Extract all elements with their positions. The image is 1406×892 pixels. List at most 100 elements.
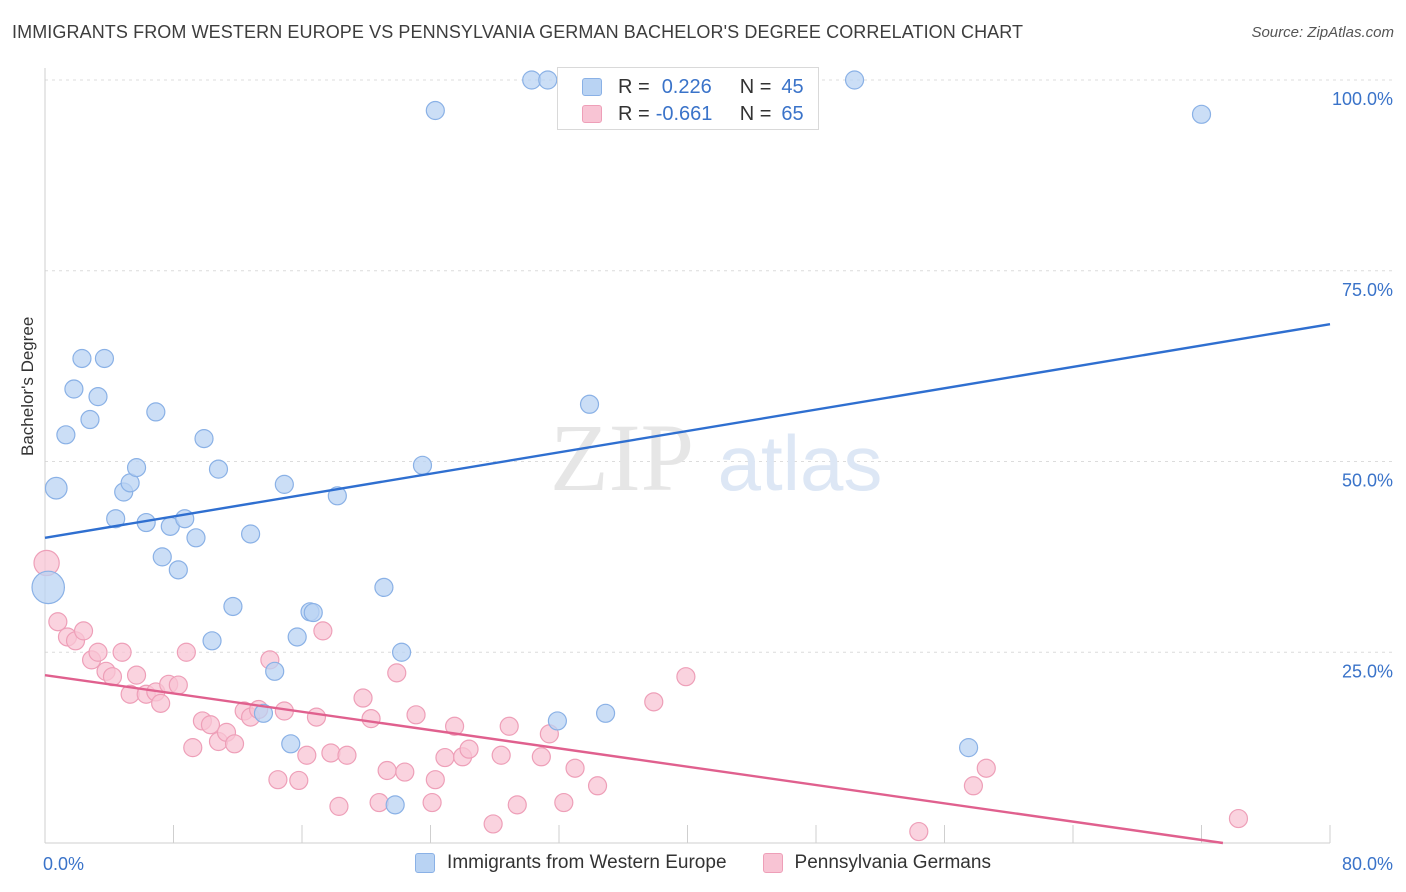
source-credit: Source: ZipAtlas.com bbox=[1251, 24, 1394, 41]
legend-row-blue: R = 0.226 N = 45 bbox=[582, 73, 804, 101]
blue-data-point bbox=[522, 70, 542, 90]
y-tick-label: 100.0% bbox=[1332, 89, 1393, 109]
r-value: -0.661 bbox=[655, 102, 713, 125]
n-value: 65 bbox=[781, 102, 804, 125]
pink-data-point bbox=[676, 667, 696, 687]
blue-data-point bbox=[374, 577, 394, 597]
pink-data-point bbox=[112, 642, 132, 662]
pink-data-point bbox=[337, 745, 357, 765]
pink-data-point bbox=[531, 747, 551, 767]
pink-data-point bbox=[306, 707, 327, 727]
pink-data-point bbox=[587, 776, 608, 796]
blue-trend-line bbox=[44, 322, 1331, 539]
tick-labels: 25.0% 50.0% 75.0% 100.0% 0.0% 80.0% bbox=[43, 89, 1393, 874]
pink-data-point bbox=[361, 709, 381, 729]
blue-data-point bbox=[1191, 104, 1212, 124]
blue-data-point bbox=[31, 570, 66, 605]
pink-data-point bbox=[73, 621, 94, 641]
n-label: N = bbox=[739, 75, 772, 98]
pink-data-point bbox=[406, 705, 426, 725]
pink-data-point bbox=[176, 642, 196, 662]
pink-data-point bbox=[909, 821, 929, 842]
pink-data-point bbox=[377, 760, 397, 781]
blue-data-point bbox=[106, 509, 126, 529]
pink-data-point bbox=[395, 762, 415, 782]
legend-swatch-blue bbox=[582, 78, 602, 96]
series-legend: Immigrants from Western Europe Pennsylva… bbox=[0, 852, 1406, 874]
trend-lines bbox=[44, 322, 1331, 845]
blue-data-point bbox=[152, 547, 172, 567]
pink-data-point bbox=[1228, 808, 1249, 829]
pink-data-point bbox=[289, 770, 309, 791]
pink-data-point bbox=[329, 796, 349, 816]
grid-lines bbox=[45, 79, 1392, 653]
correlation-legend: R = 0.226 N = 45 R = -0.661 N = 65 bbox=[557, 67, 819, 130]
legend-swatch-pink bbox=[582, 105, 602, 123]
blue-data-point bbox=[958, 738, 979, 758]
blue-data-point bbox=[844, 70, 865, 90]
blue-data-point bbox=[168, 560, 188, 580]
pink-data-point bbox=[168, 675, 188, 695]
pink-data-point bbox=[483, 814, 503, 834]
pink-data-point bbox=[644, 692, 664, 712]
blue-data-point bbox=[253, 703, 274, 723]
pink-data-point bbox=[963, 776, 984, 796]
blue-data-point bbox=[194, 429, 214, 449]
legend-row-pink: R = -0.661 N = 65 bbox=[582, 100, 804, 128]
pink-data-point bbox=[126, 665, 147, 685]
watermark-zip: ZIP bbox=[550, 404, 694, 511]
chart-title: IMMIGRANTS FROM WESTERN EUROPE VS PENNSY… bbox=[12, 22, 1024, 42]
blue-data-point bbox=[579, 394, 600, 414]
blue-data-point bbox=[64, 379, 84, 399]
blue-data-point bbox=[547, 711, 567, 731]
pink-data-point bbox=[976, 758, 996, 778]
n-value: 45 bbox=[781, 75, 804, 98]
legend-swatch-blue bbox=[415, 853, 436, 873]
blue-data-point bbox=[126, 458, 147, 478]
watermark-atlas: atlas bbox=[718, 419, 883, 507]
n-label: N = bbox=[739, 102, 772, 125]
blue-data-point bbox=[281, 734, 301, 754]
blue-data-point bbox=[241, 524, 261, 544]
y-axis-label: Bachelor's Degree bbox=[18, 316, 37, 456]
pink-trend-line bbox=[44, 673, 1224, 845]
x-tick-label: 80.0% bbox=[1342, 854, 1393, 874]
blue-data-point bbox=[274, 474, 294, 494]
legend-item-pennsylvania-germans: Pennsylvania Germans bbox=[762, 852, 991, 874]
blue-data-point bbox=[208, 459, 229, 479]
pink-data-point bbox=[200, 715, 221, 735]
pink-data-point bbox=[499, 716, 519, 736]
blue-data-point bbox=[327, 486, 347, 506]
legend-label: Immigrants from Western Europe bbox=[447, 852, 727, 873]
blue-data-point bbox=[146, 402, 166, 422]
pink-data-point bbox=[565, 758, 585, 778]
pink-data-point bbox=[183, 738, 203, 758]
blue-data-point bbox=[44, 476, 68, 500]
r-value: 0.226 bbox=[661, 75, 712, 98]
blue-data-point bbox=[56, 425, 76, 445]
blue-data-point bbox=[80, 409, 100, 430]
pink-data-point bbox=[444, 716, 465, 736]
blue-data-point bbox=[303, 602, 323, 623]
x-tick-label: 0.0% bbox=[43, 854, 84, 874]
pink-data-point bbox=[425, 770, 445, 790]
pink-data-point bbox=[313, 621, 333, 641]
blue-data-point bbox=[186, 528, 206, 548]
blue-data-point bbox=[538, 70, 558, 90]
pink-series-points bbox=[33, 549, 1249, 842]
pink-data-point bbox=[387, 663, 407, 683]
pink-data-point bbox=[321, 743, 341, 763]
blue-data-point bbox=[385, 795, 405, 815]
y-tick-label: 75.0% bbox=[1342, 280, 1393, 300]
r-label: R = bbox=[618, 102, 650, 125]
legend-label: Pennsylvania Germans bbox=[794, 852, 991, 873]
r-label: R = bbox=[618, 75, 650, 98]
pink-data-point bbox=[554, 792, 574, 813]
pink-data-point bbox=[507, 795, 527, 815]
pink-data-point bbox=[224, 734, 245, 754]
watermark: ZIP atlas bbox=[550, 404, 882, 511]
pink-data-point bbox=[459, 739, 479, 759]
legend-swatch-pink bbox=[762, 853, 783, 873]
blue-data-point bbox=[595, 703, 616, 723]
legend-item-western-europe: Immigrants from Western Europe bbox=[415, 852, 727, 874]
